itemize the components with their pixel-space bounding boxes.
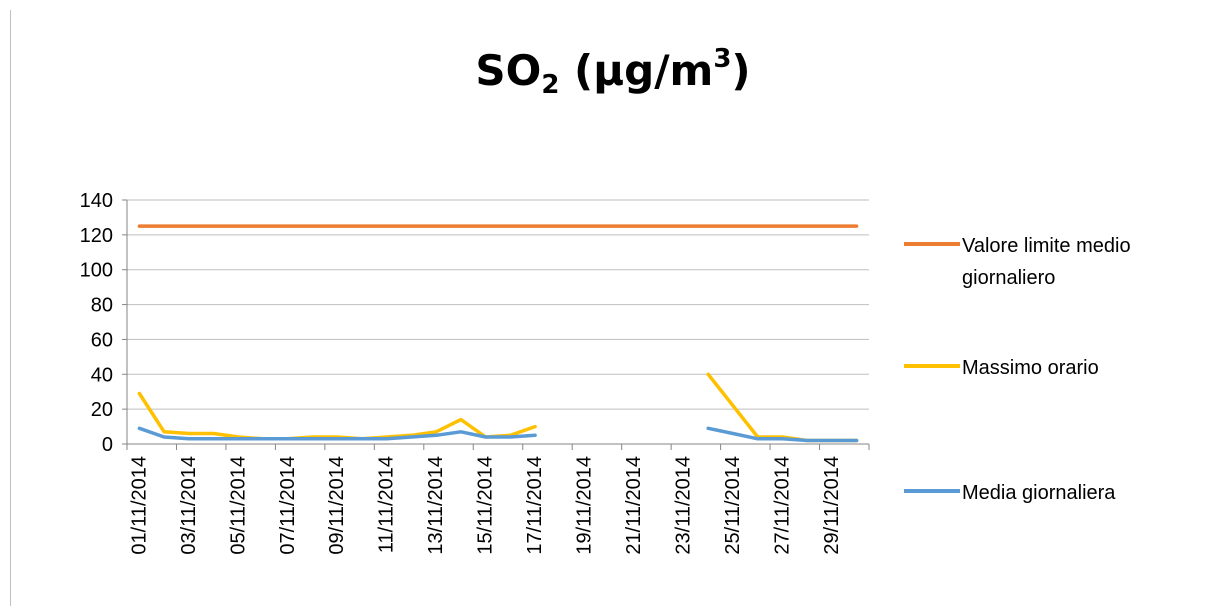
y-tick-label-100: 100 (80, 260, 113, 282)
title-subscript: 2 (541, 70, 560, 100)
x-tick-label-09/11/2014: 09/11/2014 (326, 456, 348, 555)
x-tick-label-13/11/2014: 13/11/2014 (425, 456, 447, 555)
title-unit-open: (µg/m (574, 46, 714, 95)
x-tick-label-29/11/2014: 29/11/2014 (821, 456, 843, 555)
x-tick-label-25/11/2014: 25/11/2014 (722, 456, 744, 555)
x-tick-label-23/11/2014: 23/11/2014 (673, 456, 695, 555)
legend-label-media-giornaliera: Media giornaliera (962, 482, 1116, 504)
title-unit-close: ) (731, 46, 751, 95)
x-tick-label-21/11/2014: 21/11/2014 (623, 456, 645, 555)
x-tick-label-03/11/2014: 03/11/2014 (178, 456, 200, 555)
x-tick-label-15/11/2014: 15/11/2014 (475, 456, 497, 555)
y-tick-label-40: 40 (91, 364, 113, 386)
x-tick-label-17/11/2014: 17/11/2014 (524, 456, 546, 555)
x-tick-label-19/11/2014: 19/11/2014 (574, 456, 596, 555)
y-tick-label-120: 120 (80, 225, 113, 247)
series-line-2-segment-1 (706, 426, 859, 443)
y-tick-label-20: 20 (91, 399, 113, 421)
y-tick-label-0: 0 (102, 434, 113, 456)
series-line-2-segment-0 (137, 426, 537, 441)
legend-swatch-valore-limite (904, 242, 960, 246)
legend-swatch-massimo-orario (904, 364, 960, 368)
legend-label-massimo-orario: Massimo orario (962, 357, 1099, 379)
y-tick-label-140: 140 (80, 190, 113, 212)
legend-swatch-media-giornaliera (904, 489, 960, 493)
y-tick-label-60: 60 (91, 329, 113, 351)
x-tick-label-11/11/2014: 11/11/2014 (376, 456, 398, 553)
series-line-1-segment-0 (137, 391, 537, 441)
legend-item-valore-limite: Valore limite medio giornaliero (904, 230, 1210, 294)
title-prefix: SO (475, 46, 542, 95)
x-tick-label-01/11/2014: 01/11/2014 (128, 456, 150, 555)
y-tick-label-80: 80 (91, 295, 113, 317)
series-line-1-segment-1 (706, 372, 859, 443)
legend-label-valore-limite-line2: giornaliero (962, 267, 1056, 289)
x-tick-label-27/11/2014: 27/11/2014 (771, 456, 793, 555)
legend-label-valore-limite-line1: Valore limite medio (962, 235, 1131, 257)
x-tick-label-07/11/2014: 07/11/2014 (277, 456, 299, 555)
frame-left-border (10, 10, 11, 606)
title-superscript: 3 (713, 44, 732, 74)
chart-title: SO2 (µg/m3) (0, 44, 1210, 100)
legend-item-massimo-orario: Massimo orario (904, 352, 1210, 384)
x-tick-label-05/11/2014: 05/11/2014 (227, 456, 249, 555)
legend-item-media-giornaliera: Media giornaliera (904, 477, 1210, 509)
